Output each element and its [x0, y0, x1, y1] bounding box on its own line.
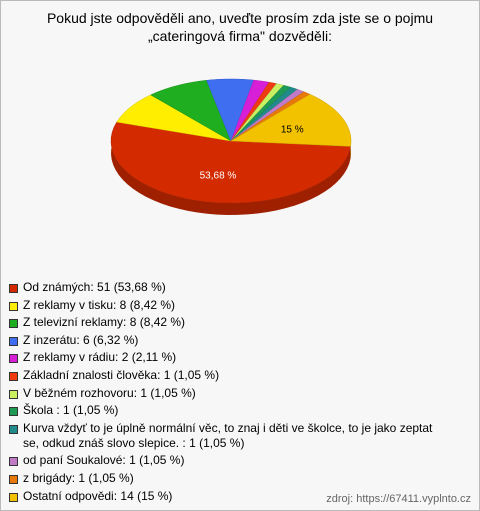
legend: Od známých: 51 (53,68 %) Z reklamy v tisk…	[9, 280, 449, 506]
legend-item: z brigády: 1 (1,05 %)	[9, 471, 449, 486]
legend-item: Z televizní reklamy: 8 (8,42 %)	[9, 315, 449, 330]
legend-label: Ostatní odpovědi: 14 (15 %)	[23, 488, 173, 503]
legend-item: od paní Soukalové: 1 (1,05 %)	[9, 453, 449, 468]
legend-swatch	[9, 389, 18, 399]
slice	[230, 85, 292, 142]
legend-item: Od známých: 51 (53,68 %)	[9, 280, 449, 295]
slice	[110, 121, 351, 204]
legend-item: Z reklamy v rádiu: 2 (2,11 %)	[9, 350, 449, 365]
legend-item: V běžném rozhovoru: 1 (1,05 %)	[9, 386, 449, 401]
slice	[230, 83, 285, 142]
data-label: 53,68 %	[200, 170, 237, 181]
legend-swatch	[9, 492, 18, 502]
data-label: 15 %	[281, 124, 304, 135]
legend-item: Základní znalosti člověka: 1 (1,05 %)	[9, 368, 449, 383]
legend-label: Škola : 1 (1,05 %)	[23, 403, 119, 418]
chart-title: Pokud jste odpověděli ano, uveďte prosím…	[46, 10, 434, 44]
legend-label: Základní znalosti člověka: 1 (1,05 %)	[23, 367, 220, 382]
slice	[230, 94, 352, 147]
legend-swatch	[9, 407, 18, 417]
legend-item: Kurva vždyť to je úplně normální věc, to…	[9, 421, 449, 451]
legend-item: Ostatní odpovědi: 14 (15 %)	[9, 489, 449, 504]
legend-label: Z reklamy v rádiu: 2 (2,11 %)	[23, 350, 177, 365]
legend-swatch	[9, 301, 18, 311]
legend-label: Od známých: 51 (53,68 %)	[23, 280, 166, 294]
legend-item: Škola : 1 (1,05 %)	[9, 403, 449, 418]
slice	[150, 80, 232, 142]
legend-label: V běžném rozhovoru: 1 (1,05 %)	[23, 385, 196, 400]
slice	[206, 78, 255, 142]
legend-swatch	[9, 474, 18, 484]
legend-swatch	[9, 336, 18, 346]
slice	[116, 94, 232, 142]
slice	[230, 89, 305, 142]
legend-label: Z televizní reklamy: 8 (8,42 %)	[23, 315, 186, 330]
legend-swatch	[9, 319, 18, 329]
slice	[230, 79, 270, 142]
legend-label: Kurva vždyť to je úplně normální věc, to…	[23, 420, 433, 450]
slice	[230, 91, 311, 142]
source: zdroj: https://67411.vyplnto.cz	[326, 493, 471, 505]
legend-swatch	[9, 457, 18, 467]
slice	[230, 86, 298, 142]
legend-swatch	[9, 284, 18, 293]
legend-swatch	[9, 424, 18, 434]
legend-label: z brigády: 1 (1,05 %)	[23, 470, 134, 485]
legend-label: Z reklamy v tisku: 8 (8,42 %)	[23, 297, 176, 312]
legend-item: Z inzerátu: 6 (6,32 %)	[9, 333, 449, 348]
legend-label: od paní Soukalové: 1 (1,05 %)	[23, 453, 185, 468]
legend-label: Z inzerátu: 6 (6,32 %)	[23, 332, 139, 347]
legend-swatch	[9, 371, 18, 381]
legend-swatch	[9, 354, 18, 364]
legend-item: Z reklamy v tisku: 8 (8,42 %)	[9, 298, 449, 313]
chart: 53,68 % 15 %	[110, 78, 352, 215]
